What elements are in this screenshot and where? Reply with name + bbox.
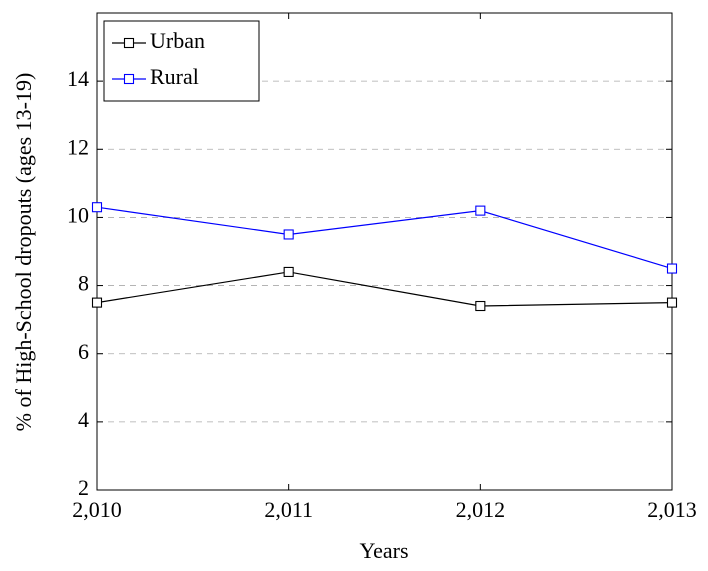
point-marker (475, 205, 486, 216)
y-tick-label: 12 (67, 134, 89, 159)
x-tick-label: 2,010 (72, 497, 122, 522)
y-tick-label: 8 (78, 271, 89, 296)
legend-label: Rural (150, 64, 199, 89)
point-marker (283, 266, 294, 277)
y-axis-label: % of High-School dropouts (ages 13-19) (11, 73, 36, 432)
plot-frame (96, 12, 673, 491)
legend-box (103, 20, 260, 102)
point-marker (91, 297, 103, 308)
series-line (96, 206, 673, 270)
y-tick-label: 4 (78, 407, 89, 432)
x-axis-label: Years (359, 538, 408, 563)
point-marker (91, 202, 103, 213)
x-tick-label: 2,011 (264, 497, 313, 522)
y-tick-label: 2 (78, 475, 89, 500)
point-marker (666, 263, 678, 274)
x-tick-label: 2,013 (647, 497, 697, 522)
y-tick-label: 10 (67, 202, 89, 227)
point-marker (475, 300, 486, 312)
x-tick-label: 2,012 (456, 497, 506, 522)
legend-marker (123, 37, 135, 49)
y-tick-label: 6 (78, 339, 89, 364)
legend-label: Urban (150, 28, 205, 53)
y-tick-label: 14 (67, 66, 89, 91)
legend-marker (123, 73, 135, 85)
series-line (96, 271, 673, 307)
point-marker (283, 229, 294, 240)
point-marker (666, 297, 678, 308)
